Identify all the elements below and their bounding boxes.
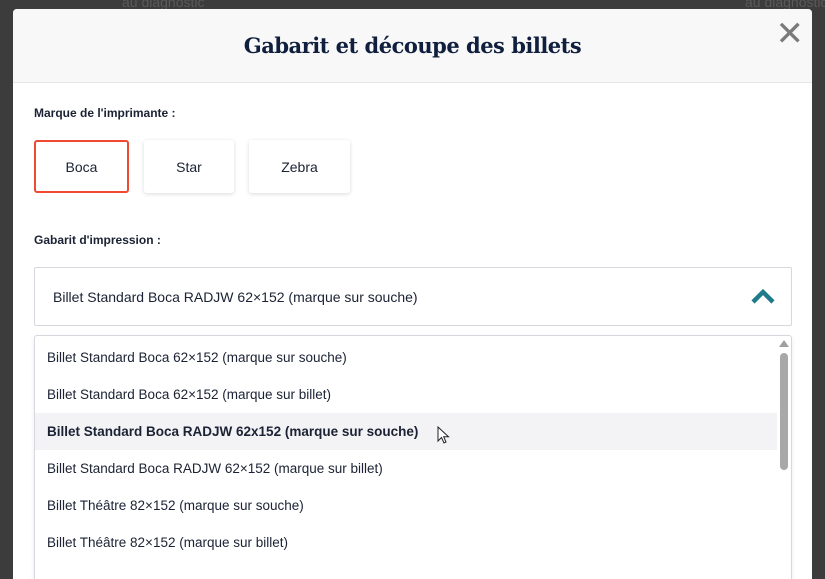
template-select[interactable]: Billet Standard Boca RADJW 62×152 (marqu… (34, 267, 792, 326)
template-options-list: Billet Standard Boca 62×152 (marque sur … (34, 335, 792, 579)
mouse-cursor-icon (437, 426, 450, 444)
brand-button-star[interactable]: Star (144, 140, 234, 193)
scrollbar-thumb[interactable] (780, 353, 788, 470)
brand-button-boca[interactable]: Boca (34, 140, 129, 193)
modal-header: Gabarit et découpe des billets ✕ (13, 9, 812, 83)
template-option[interactable]: Billet Standard Boca 62×152 (marque sur … (47, 350, 347, 365)
brand-button-zebra[interactable]: Zebra (249, 140, 350, 193)
template-option[interactable]: Billet Standard Boca 62×152 (marque sur … (47, 387, 332, 402)
template-option[interactable]: Billet Théâtre 82×152 (marque sur souche… (47, 498, 304, 513)
printer-brand-label: Marque de l'imprimante : (34, 106, 176, 120)
background-text: au diagnostic (745, 0, 825, 10)
close-icon[interactable]: ✕ (775, 14, 805, 54)
modal-title: Gabarit et découpe des billets (243, 33, 582, 58)
background-text: au diagnostic (122, 0, 205, 10)
template-option-highlighted[interactable]: Billet Standard Boca RADJW 62x152 (marqu… (35, 413, 777, 450)
chevron-up-icon[interactable] (751, 288, 775, 304)
template-label: Gabarit d'impression : (34, 233, 161, 247)
template-modal: Gabarit et découpe des billets ✕ Marque … (13, 9, 812, 579)
scroll-up-arrow-icon[interactable] (779, 340, 789, 347)
template-select-value: Billet Standard Boca RADJW 62×152 (marqu… (53, 288, 418, 305)
template-option[interactable]: Billet Théâtre 82×152 (marque sur billet… (47, 535, 289, 550)
template-option[interactable]: Billet Standard Boca RADJW 62×152 (marqu… (47, 461, 383, 476)
